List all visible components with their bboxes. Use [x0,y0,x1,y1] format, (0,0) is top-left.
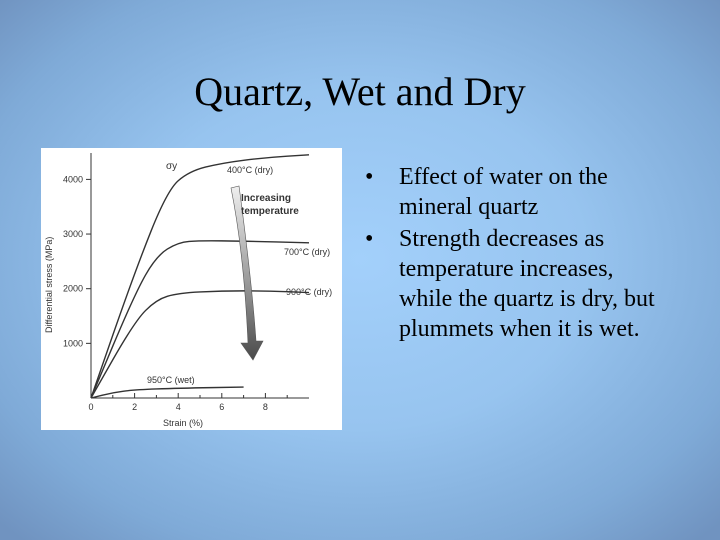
bullet-text: Effect of water on the mineral quartz [399,164,608,220]
series-line-3 [90,386,244,399]
x-tick-label: 4 [176,402,181,412]
arrow-label-line-2: temperature [241,206,299,217]
x-tick-label: 8 [263,402,268,412]
yield-stress-label: σy [166,161,177,172]
bullet-item: • Strength decreases as temperature incr… [363,224,663,344]
x-axis-label: Strain (%) [163,418,203,428]
y-tick-label: 4000 [63,174,83,184]
bullet-marker: • [365,164,374,190]
series-line-0 [90,154,310,399]
series-label-3: 950°C (wet) [147,375,195,385]
slide-title: Quartz, Wet and Dry [194,69,526,114]
series-line-1 [90,240,310,399]
x-tick-label: 0 [88,402,93,412]
series-label-1: 700°C (dry) [284,247,330,257]
stress-strain-chart: 0 2 4 6 8 1000 2000 3000 4000 400°C (dry) 700°C (… [44,153,332,428]
series-label-2: 900°C (dry) [286,287,332,297]
y-tick-label: 3000 [63,229,83,239]
y-tick-label: 2000 [63,284,83,294]
bullet-marker: • [365,226,374,252]
bullet-list: • Effect of water on the mineral quartz … [363,162,663,346]
chart-axes: 0 2 4 6 8 1000 2000 3000 4000 [63,153,309,412]
bullet-item: • Effect of water on the mineral quartz [363,162,663,222]
series-label-0: 400°C (dry) [227,165,273,175]
x-tick-label: 2 [132,402,137,412]
series-line-2 [90,290,310,399]
stress-strain-figure: 0 2 4 6 8 1000 2000 3000 4000 400°C (dry) 700°C (… [41,148,342,430]
bullet-text: Strength decreases as temperature increa… [399,226,655,342]
y-tick-label: 1000 [63,338,83,348]
chart-curves: 400°C (dry) 700°C (dry) 900°C (dry) 950°C (… [90,154,332,399]
y-axis-label: Differential stress (MPa) [44,237,54,333]
x-tick-label: 6 [219,402,224,412]
arrow-label-line-1: Increasing [241,193,291,204]
increasing-temperature-arrow [230,185,264,361]
